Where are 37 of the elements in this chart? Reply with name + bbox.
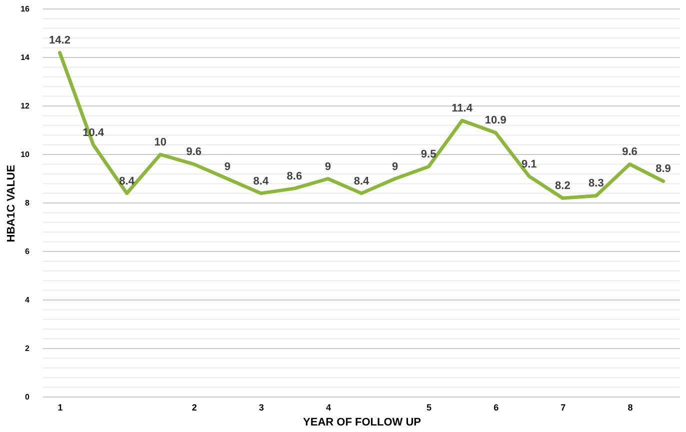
data-label: 8.3 — [588, 178, 604, 190]
data-label: 9 — [392, 160, 398, 173]
data-label: 9 — [324, 160, 332, 173]
data-label: 9.1 — [521, 158, 537, 170]
data-label: 8.9 — [656, 163, 671, 176]
y-tick-label: 14 — [20, 53, 30, 62]
y-tick-label: 12 — [20, 102, 30, 110]
y-tick-label: 10 — [20, 150, 30, 159]
data-label: 11.4 — [452, 102, 474, 115]
data-label: 9.6 — [622, 146, 638, 158]
y-tick-label: 2 — [25, 344, 30, 353]
data-label: 8.4 — [354, 175, 370, 188]
x-tick-label: 2 — [192, 402, 197, 412]
y-tick-label: 6 — [25, 247, 30, 256]
x-tick-label: 1 — [58, 402, 63, 412]
x-tick-label: 8 — [628, 402, 633, 412]
data-label: 14.2 — [49, 34, 70, 47]
y-tick-label: 16 — [20, 4, 30, 14]
data-label: 8.2 — [555, 180, 570, 192]
y-axis-title: HBA1C VALUE — [6, 164, 18, 242]
y-tick-label: 8 — [25, 198, 30, 208]
x-tick-label: 5 — [426, 402, 432, 412]
x-tick-label: 3 — [258, 402, 264, 412]
data-label: 9.5 — [420, 148, 436, 161]
y-tick-label: 0 — [25, 392, 30, 402]
data-label: 8.4 — [119, 175, 136, 188]
x-tick-label: 6 — [494, 402, 499, 412]
x-axis-title: YEAR OF FOLLOW UP — [303, 416, 421, 428]
x-tick-label: 4 — [326, 402, 331, 412]
data-label: 10.9 — [484, 114, 506, 127]
y-tick-label: 4 — [25, 296, 30, 304]
data-label: 8.6 — [286, 170, 302, 182]
x-tick-label: 7 — [560, 402, 566, 412]
data-label: 9.6 — [186, 146, 202, 158]
data-label: 10 — [154, 136, 166, 148]
data-label: 9 — [224, 160, 230, 173]
data-label: 8.4 — [253, 175, 270, 188]
